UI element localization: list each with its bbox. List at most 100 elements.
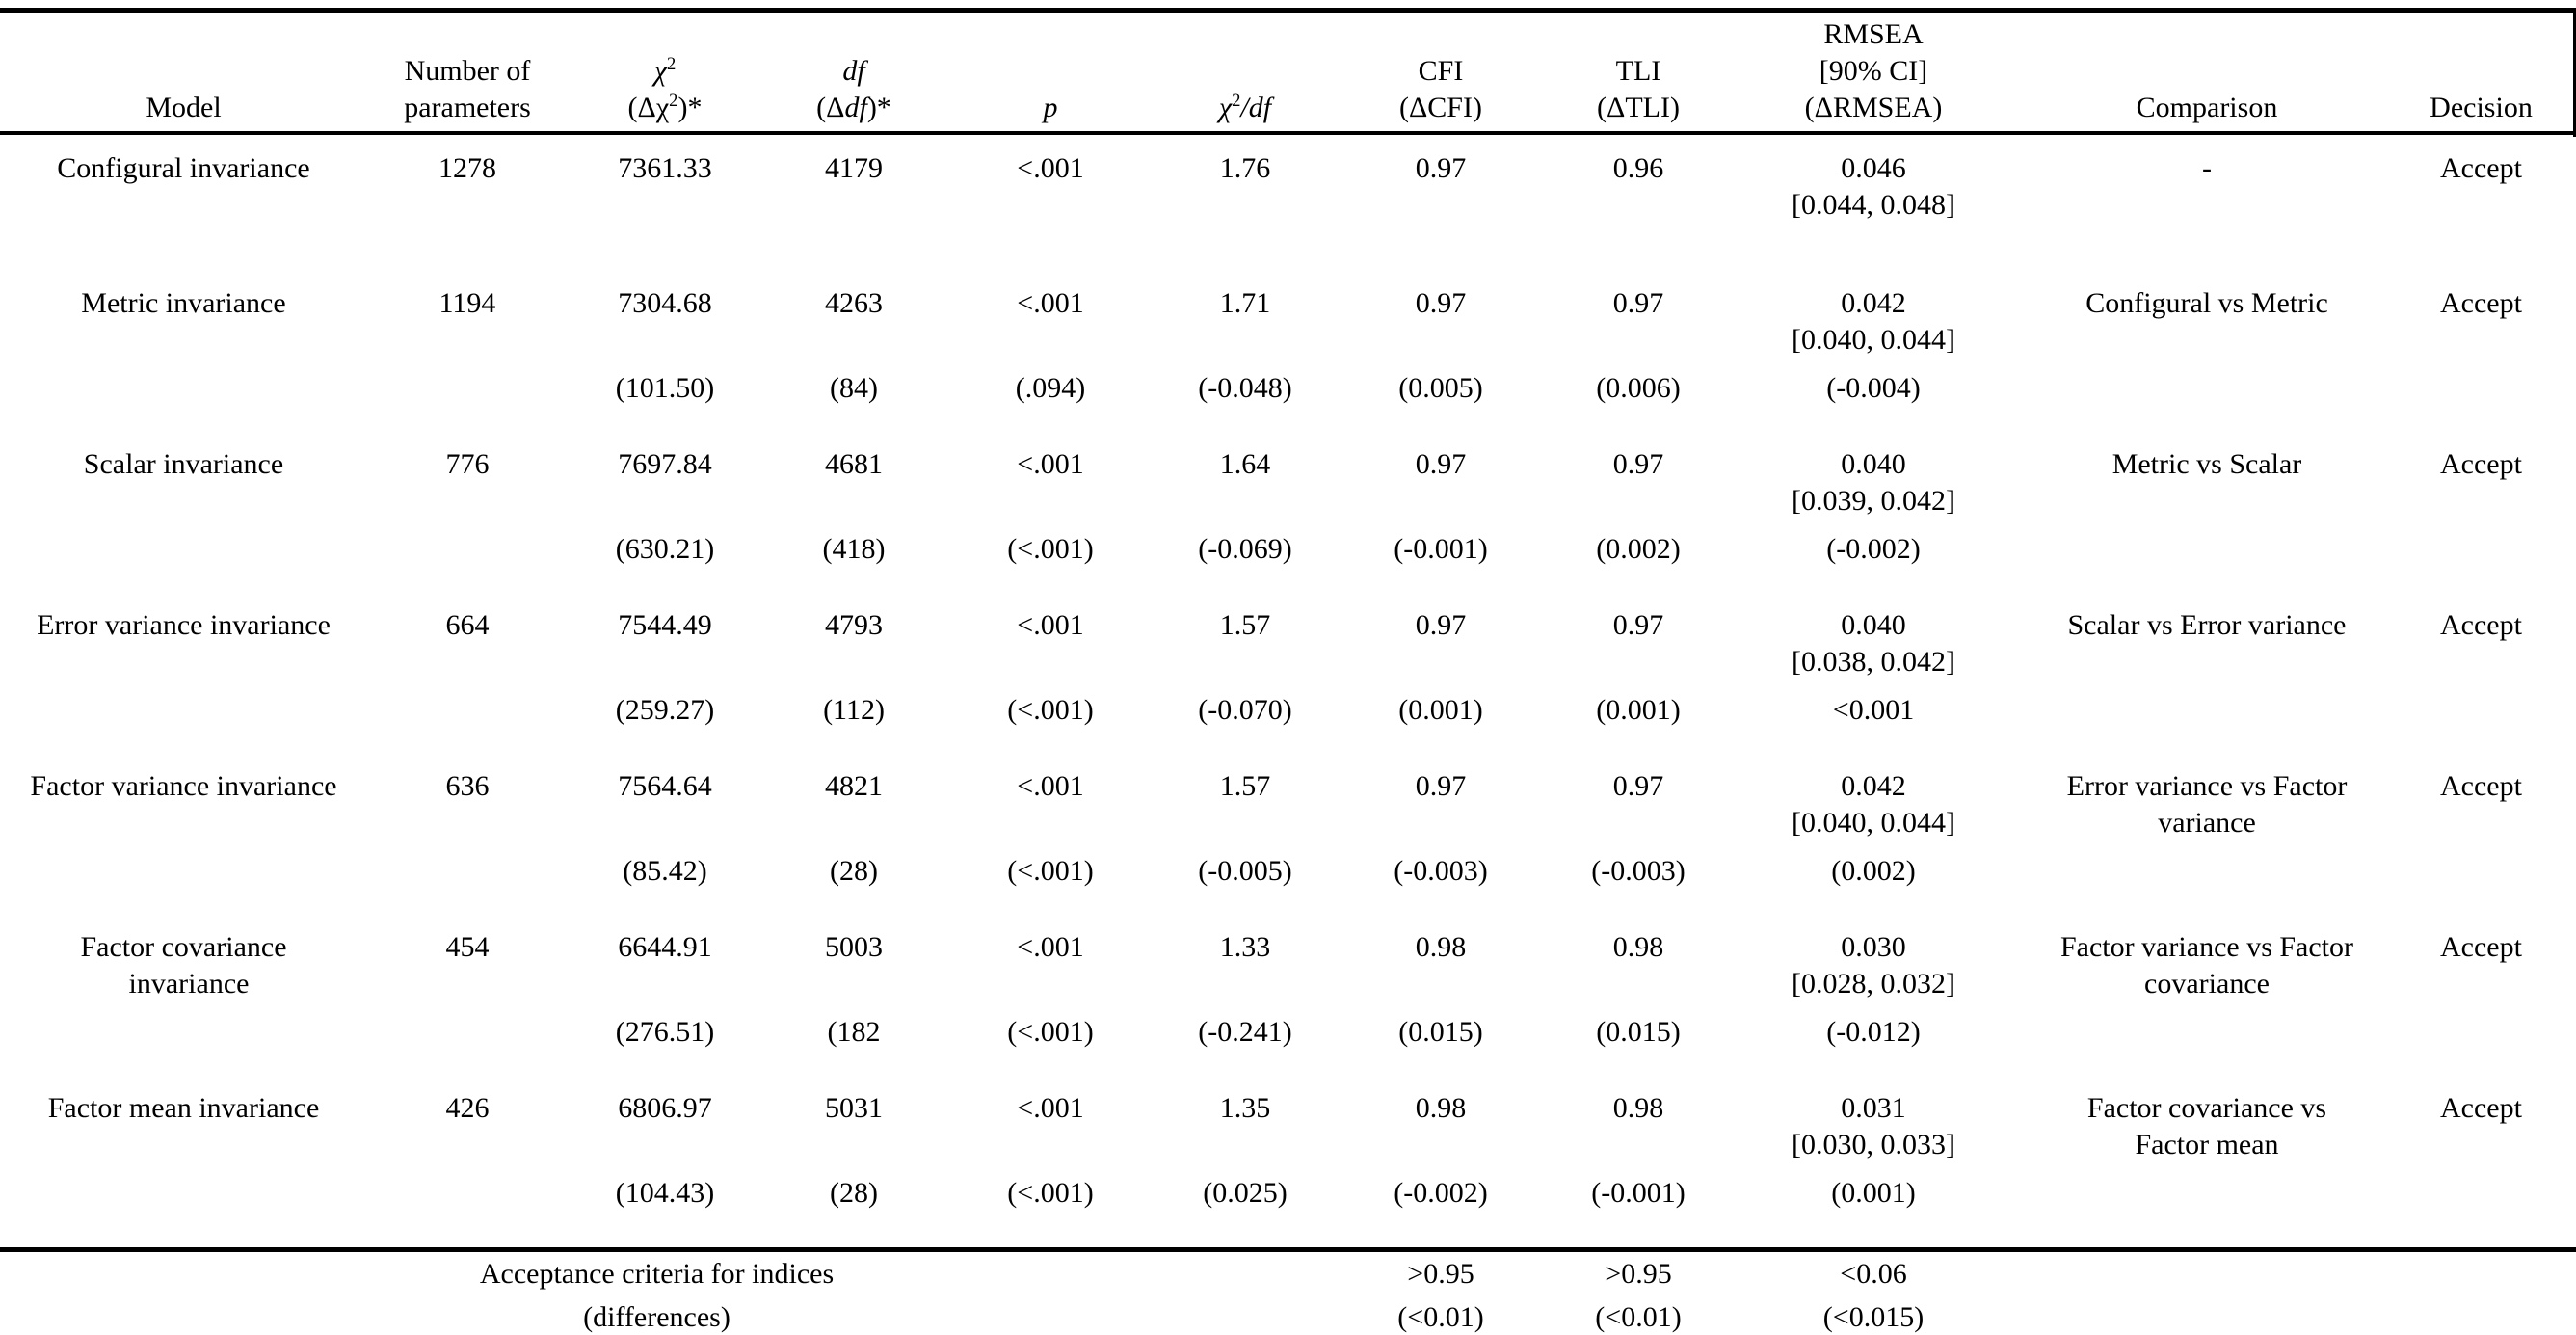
model-row: Metric invariance 1194 7304.68 4263 <.001 1.7…	[0, 224, 2576, 359]
model-row: Factor variance invariance 636 7564.64 4821…	[0, 729, 2576, 841]
cell-decision: Accept	[2440, 770, 2522, 802]
cell-delta-cfi: (-0.003)	[1394, 855, 1488, 887]
cell-rmsea: 0.046 [0.044, 0.048]	[1719, 133, 2028, 224]
cell-delta-comparison	[2028, 681, 2386, 729]
cell-ratio: 1.57	[1219, 609, 1271, 641]
cell-comparison: Scalar vs Error variance	[2067, 609, 2347, 641]
rmsea-value: 0.031	[1841, 1092, 1906, 1124]
cell-comparison: Configural vs Metric	[2085, 287, 2328, 319]
cell-cfi: 0.97	[1415, 448, 1467, 480]
cell-model: Factor variance invariance	[30, 770, 337, 802]
cell-rmsea: 0.030 [0.028, 0.032]	[1719, 890, 2028, 1002]
footer-criteria-row: Acceptance criteria for indices >0.95 >0…	[0, 1247, 2576, 1293]
cell-delta-tli: (0.006)	[1596, 372, 1681, 404]
cell-delta-df: (182	[827, 1016, 881, 1048]
cell-decision: Accept	[2440, 1092, 2522, 1124]
cfi-delta-label: (ΔCFI)	[1399, 92, 1482, 123]
delta-row: (85.42) (28) (<.001) (-0.005) (-0.003) (-0.00…	[0, 841, 2576, 890]
cell-delta-chisq: (85.42)	[623, 855, 707, 887]
col-header-df: df (Δdf)*	[773, 10, 935, 135]
cell-delta-params	[378, 681, 557, 729]
col-header-cfi: CFI (ΔCFI)	[1324, 10, 1557, 135]
cell-p: <.001	[1017, 770, 1084, 802]
col-header-decision: Decision	[2386, 10, 2576, 135]
cell-df: 5031	[825, 1092, 883, 1124]
delta-row: (630.21) (418) (<.001) (-0.069) (-0.001) (0.0…	[0, 520, 2576, 568]
cell-delta-decision	[2386, 841, 2576, 890]
cell-delta-p: (<.001)	[1007, 533, 1094, 565]
cell-model: Metric invariance	[81, 287, 286, 319]
cell-params: 1194	[438, 287, 496, 319]
cell-p: <.001	[1017, 448, 1084, 480]
col-header-params-line1: Number of	[404, 55, 531, 87]
footer-rmsea-criterion: <0.06	[1719, 1247, 2028, 1293]
cell-delta-p: (<.001)	[1007, 1016, 1094, 1048]
cell-decision: Accept	[2440, 152, 2522, 184]
rmsea-value: 0.046	[1841, 152, 1906, 184]
cell-p: <.001	[1017, 1092, 1084, 1124]
footer-rmsea-diff-criterion: (<0.015)	[1822, 1301, 1925, 1333]
cell-tli: 0.97	[1612, 448, 1664, 480]
cell-delta-rmsea: (-0.012)	[1826, 1016, 1921, 1048]
col-header-model-label: Model	[146, 92, 222, 123]
cell-delta-rmsea: (0.001)	[1831, 1177, 1916, 1209]
model-row: Error variance invariance 664 7544.49 4793 <…	[0, 568, 2576, 681]
cell-rmsea: 0.031 [0.030, 0.033]	[1719, 1051, 2028, 1163]
cell-cfi: 0.98	[1415, 931, 1467, 963]
rmsea-value: 0.040	[1841, 609, 1906, 641]
cell-delta-tli: (-0.003)	[1591, 855, 1686, 887]
rmsea-ci-value: [0.028, 0.032]	[1792, 968, 1955, 1000]
cell-delta-decision	[2386, 1002, 2576, 1051]
cell-tli: 0.97	[1612, 770, 1664, 802]
cell-delta-ratio: (-0.069)	[1198, 533, 1292, 565]
cell-df: 4793	[825, 609, 883, 641]
delta-row: (101.50) (84) (.094) (-0.048) (0.005) (0.006)…	[0, 359, 2576, 407]
cell-delta-chisq: (630.21)	[615, 533, 715, 565]
delta-row: (276.51) (182 (<.001) (-0.241) (0.015) (0.015…	[0, 1002, 2576, 1051]
cell-model: Factor covariance invariance	[80, 931, 287, 1000]
cell-df: 4681	[825, 448, 883, 480]
footer-empty	[2028, 1247, 2576, 1293]
df-delta-symbol: (Δdf)*	[816, 92, 891, 123]
cell-rmsea: 0.040 [0.038, 0.042]	[1719, 568, 2028, 681]
cell-delta-cfi: (-0.002)	[1394, 1177, 1488, 1209]
cell-chisq: 7697.84	[618, 448, 712, 480]
cell-df: 4821	[825, 770, 883, 802]
cell-delta-df: (418)	[822, 533, 886, 565]
cell-delta-comparison	[2028, 1163, 2386, 1250]
cell-ratio: 1.57	[1219, 770, 1271, 802]
cell-model: Configural invariance	[57, 152, 310, 184]
cell-delta-comparison	[2028, 1002, 2386, 1051]
rmsea-ci-value: [0.044, 0.048]	[1792, 189, 1955, 221]
cell-tli: 0.97	[1612, 609, 1664, 641]
cell-decision: Accept	[2440, 609, 2522, 641]
cell-delta-ratio: (-0.070)	[1198, 694, 1292, 726]
rmsea-ci-value: [0.030, 0.033]	[1792, 1129, 1955, 1161]
cell-delta-df: (112)	[823, 694, 885, 726]
cell-cfi: 0.97	[1415, 770, 1467, 802]
cell-chisq: 7544.49	[618, 609, 712, 641]
cell-tli: 0.98	[1612, 931, 1664, 963]
cell-delta-rmsea: (-0.004)	[1826, 372, 1921, 404]
chisq-symbol: χ2	[653, 54, 677, 87]
col-header-tli: TLI (ΔTLI)	[1557, 10, 1719, 135]
cell-delta-comparison	[2028, 359, 2386, 407]
cell-delta-tli: (-0.001)	[1591, 1177, 1686, 1209]
cell-delta-ratio: (-0.048)	[1198, 372, 1292, 404]
cell-delta-comparison	[2028, 841, 2386, 890]
cell-delta-rmsea: (-0.002)	[1826, 533, 1921, 565]
cell-chisq: 6806.97	[618, 1092, 712, 1124]
df-symbol: df	[842, 55, 865, 87]
cell-params: 664	[445, 609, 490, 641]
cell-delta-df: (28)	[830, 855, 878, 887]
decision-label: Decision	[2430, 92, 2533, 123]
rmsea-value: 0.030	[1841, 931, 1906, 963]
cell-comparison: Metric vs Scalar	[2111, 448, 2302, 480]
col-header-params-line2: parameters	[404, 92, 531, 123]
cell-delta-df: (28)	[830, 1177, 878, 1209]
delta-row: (259.27) (112) (<.001) (-0.070) (0.001) (0.00…	[0, 681, 2576, 729]
cell-delta-params	[378, 1163, 557, 1250]
cell-delta-comparison	[2028, 520, 2386, 568]
footer-cfi-diff-criterion: (<0.01)	[1397, 1301, 1484, 1333]
